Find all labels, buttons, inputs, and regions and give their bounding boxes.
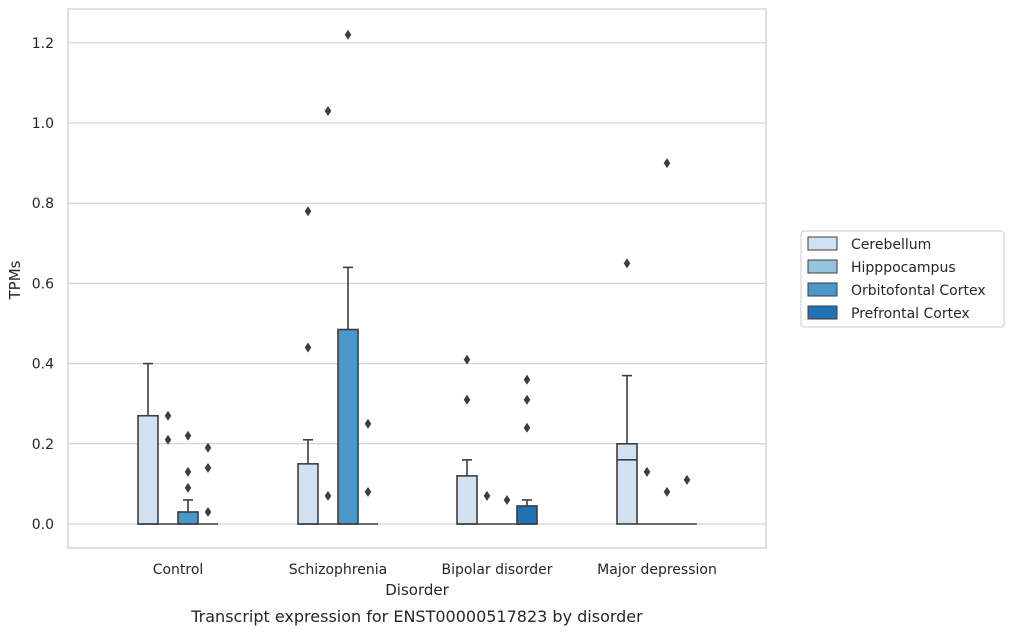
x-tick-label: Control bbox=[153, 562, 204, 578]
y-tick-label: 0.8 bbox=[32, 196, 54, 212]
legend-label: Hipppocampus bbox=[851, 260, 956, 276]
box-body bbox=[616, 442, 638, 525]
box-3-3 bbox=[677, 474, 697, 525]
legend-items: Cerebellum Hipppocampus Orbitofontal Corte… bbox=[807, 236, 986, 322]
box-0-0 bbox=[137, 362, 159, 525]
box-body bbox=[337, 328, 359, 525]
box-body bbox=[516, 505, 538, 525]
legend-label: Cerebellum bbox=[851, 237, 931, 253]
outlier-point bbox=[204, 442, 212, 453]
outlier-point bbox=[523, 394, 531, 405]
x-tick-labels: Control Schizophrenia Bipolar disorder Majo… bbox=[153, 562, 717, 578]
box-0-1 bbox=[158, 410, 178, 525]
legend-label: Prefrontal Cortex bbox=[851, 306, 970, 322]
boxes bbox=[137, 29, 697, 525]
x-tick-label: Schizophrenia bbox=[289, 562, 387, 578]
legend-swatch bbox=[807, 305, 838, 320]
y-tick-label: 1.0 bbox=[32, 116, 54, 132]
box-1-3 bbox=[358, 418, 378, 525]
y-tick-label: 0.4 bbox=[32, 357, 54, 373]
box-1-2 bbox=[337, 29, 359, 525]
y-tick-label: 1.2 bbox=[32, 36, 54, 52]
outlier-point bbox=[304, 342, 312, 353]
outlier-point bbox=[663, 158, 671, 169]
legend-item: Cerebellum bbox=[807, 236, 931, 253]
outlier-point bbox=[623, 258, 631, 269]
box-3-1 bbox=[637, 466, 657, 525]
outlier-point bbox=[683, 474, 691, 485]
outlier-point bbox=[463, 354, 471, 365]
y-axis-label: TPMs bbox=[6, 260, 24, 300]
outlier-point bbox=[503, 494, 511, 505]
outlier-point bbox=[523, 422, 531, 433]
outlier-point bbox=[364, 418, 372, 429]
box-body bbox=[297, 463, 319, 525]
box-body bbox=[456, 475, 478, 525]
outlier-point bbox=[164, 410, 172, 421]
outlier-point bbox=[643, 466, 651, 477]
y-tick-label: 0.6 bbox=[32, 276, 54, 292]
outlier-point bbox=[184, 482, 192, 493]
grid-lines bbox=[68, 42, 766, 525]
box-0-3 bbox=[198, 442, 218, 525]
outlier-point bbox=[164, 434, 172, 445]
plot-border bbox=[67, 8, 767, 549]
x-axis-label: Disorder bbox=[385, 581, 449, 599]
x-tick-label: Major depression bbox=[597, 562, 717, 578]
x-tick-label: Bipolar disorder bbox=[441, 562, 552, 578]
outlier-point bbox=[204, 506, 212, 517]
legend: Cerebellum Hipppocampus Orbitofontal Corte… bbox=[800, 230, 1005, 328]
outlier-point bbox=[483, 490, 491, 501]
outlier-point bbox=[663, 486, 671, 497]
outlier-point bbox=[344, 29, 352, 40]
box-3-2 bbox=[657, 158, 677, 525]
legend-swatch bbox=[807, 282, 838, 297]
legend-item: Hipppocampus bbox=[807, 259, 956, 276]
outlier-point bbox=[523, 374, 531, 385]
legend-swatch bbox=[807, 259, 838, 274]
box-2-2 bbox=[497, 494, 517, 525]
outlier-point bbox=[463, 394, 471, 405]
box-2-0 bbox=[456, 354, 478, 525]
box-0-2 bbox=[177, 430, 199, 525]
legend-frame bbox=[800, 230, 1005, 328]
outlier-point bbox=[184, 430, 192, 441]
legend-label: Orbitofontal Cortex bbox=[851, 283, 986, 299]
legend-item: Orbitofontal Cortex bbox=[807, 282, 986, 299]
outlier-point bbox=[184, 466, 192, 477]
outlier-point bbox=[204, 462, 212, 473]
box-body bbox=[177, 511, 199, 525]
y-tick-label: 0.0 bbox=[32, 517, 54, 533]
legend-item: Prefrontal Cortex bbox=[807, 305, 970, 322]
outlier-point bbox=[324, 490, 332, 501]
box-1-0 bbox=[297, 206, 319, 525]
y-tick-labels: 0.0 0.2 0.4 0.6 0.8 1.0 1.2 bbox=[32, 36, 54, 533]
outlier-point bbox=[324, 105, 332, 116]
chart-caption: Transcript expression for ENST0000051782… bbox=[190, 607, 643, 626]
box-1-1 bbox=[318, 105, 338, 525]
outlier-point bbox=[304, 206, 312, 217]
y-tick-label: 0.2 bbox=[32, 437, 54, 453]
legend-swatch bbox=[807, 236, 838, 251]
box-3-0 bbox=[616, 258, 638, 525]
outlier-point bbox=[364, 486, 372, 497]
plot-frame bbox=[67, 8, 767, 549]
box-body bbox=[137, 414, 159, 525]
box-2-1 bbox=[477, 490, 497, 525]
box-2-3 bbox=[516, 374, 538, 525]
